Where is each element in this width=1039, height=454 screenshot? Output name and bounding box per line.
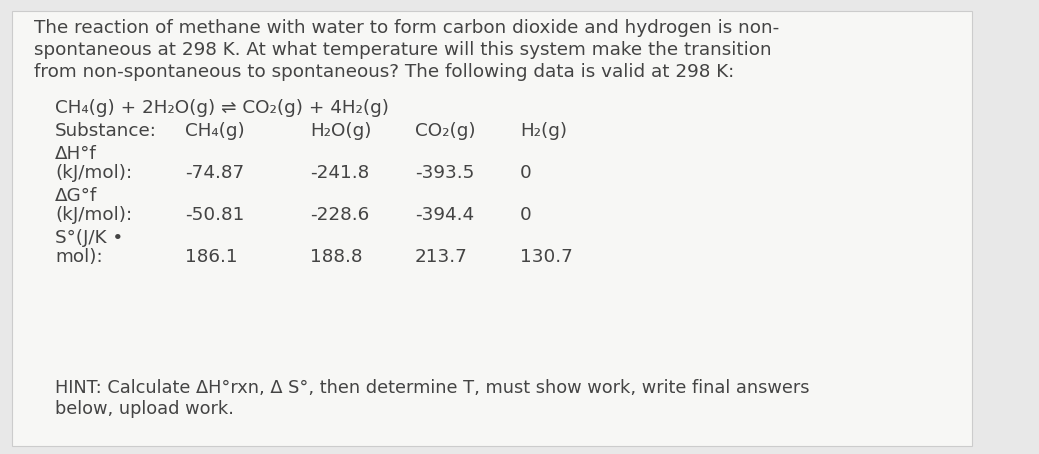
Text: -241.8: -241.8 xyxy=(310,164,369,182)
Text: CH₄(g) + 2H₂O(g) ⇌ CO₂(g) + 4H₂(g): CH₄(g) + 2H₂O(g) ⇌ CO₂(g) + 4H₂(g) xyxy=(55,99,389,117)
Text: CO₂(g): CO₂(g) xyxy=(415,122,476,140)
Text: -394.4: -394.4 xyxy=(415,206,474,224)
Text: mol):: mol): xyxy=(55,248,103,266)
Text: (kJ/mol):: (kJ/mol): xyxy=(55,206,132,224)
Text: 0: 0 xyxy=(520,206,532,224)
Text: 0: 0 xyxy=(520,164,532,182)
Text: spontaneous at 298 K. At what temperature will this system make the transition: spontaneous at 298 K. At what temperatur… xyxy=(34,41,772,59)
Text: 186.1: 186.1 xyxy=(185,248,238,266)
Text: -74.87: -74.87 xyxy=(185,164,244,182)
Text: below, upload work.: below, upload work. xyxy=(55,400,234,418)
Text: ΔG°f: ΔG°f xyxy=(55,187,98,205)
Text: CH₄(g): CH₄(g) xyxy=(185,122,245,140)
Text: Substance:: Substance: xyxy=(55,122,157,140)
Text: S°(J/K •: S°(J/K • xyxy=(55,229,124,247)
Text: -228.6: -228.6 xyxy=(310,206,369,224)
FancyBboxPatch shape xyxy=(12,11,973,446)
Text: H₂O(g): H₂O(g) xyxy=(310,122,372,140)
Text: from non-spontaneous to spontaneous? The following data is valid at 298 K:: from non-spontaneous to spontaneous? The… xyxy=(34,63,735,81)
Text: ΔH°f: ΔH°f xyxy=(55,145,97,163)
Text: H₂(g): H₂(g) xyxy=(520,122,567,140)
Text: 188.8: 188.8 xyxy=(310,248,363,266)
Text: 130.7: 130.7 xyxy=(520,248,572,266)
Text: The reaction of methane with water to form carbon dioxide and hydrogen is non-: The reaction of methane with water to fo… xyxy=(34,19,779,37)
Text: 213.7: 213.7 xyxy=(415,248,468,266)
Text: -393.5: -393.5 xyxy=(415,164,475,182)
Text: -50.81: -50.81 xyxy=(185,206,244,224)
Text: HINT: Calculate ΔH°rxn, Δ S°, then determine T, must show work, write final answ: HINT: Calculate ΔH°rxn, Δ S°, then deter… xyxy=(55,379,809,397)
Text: (kJ/mol):: (kJ/mol): xyxy=(55,164,132,182)
